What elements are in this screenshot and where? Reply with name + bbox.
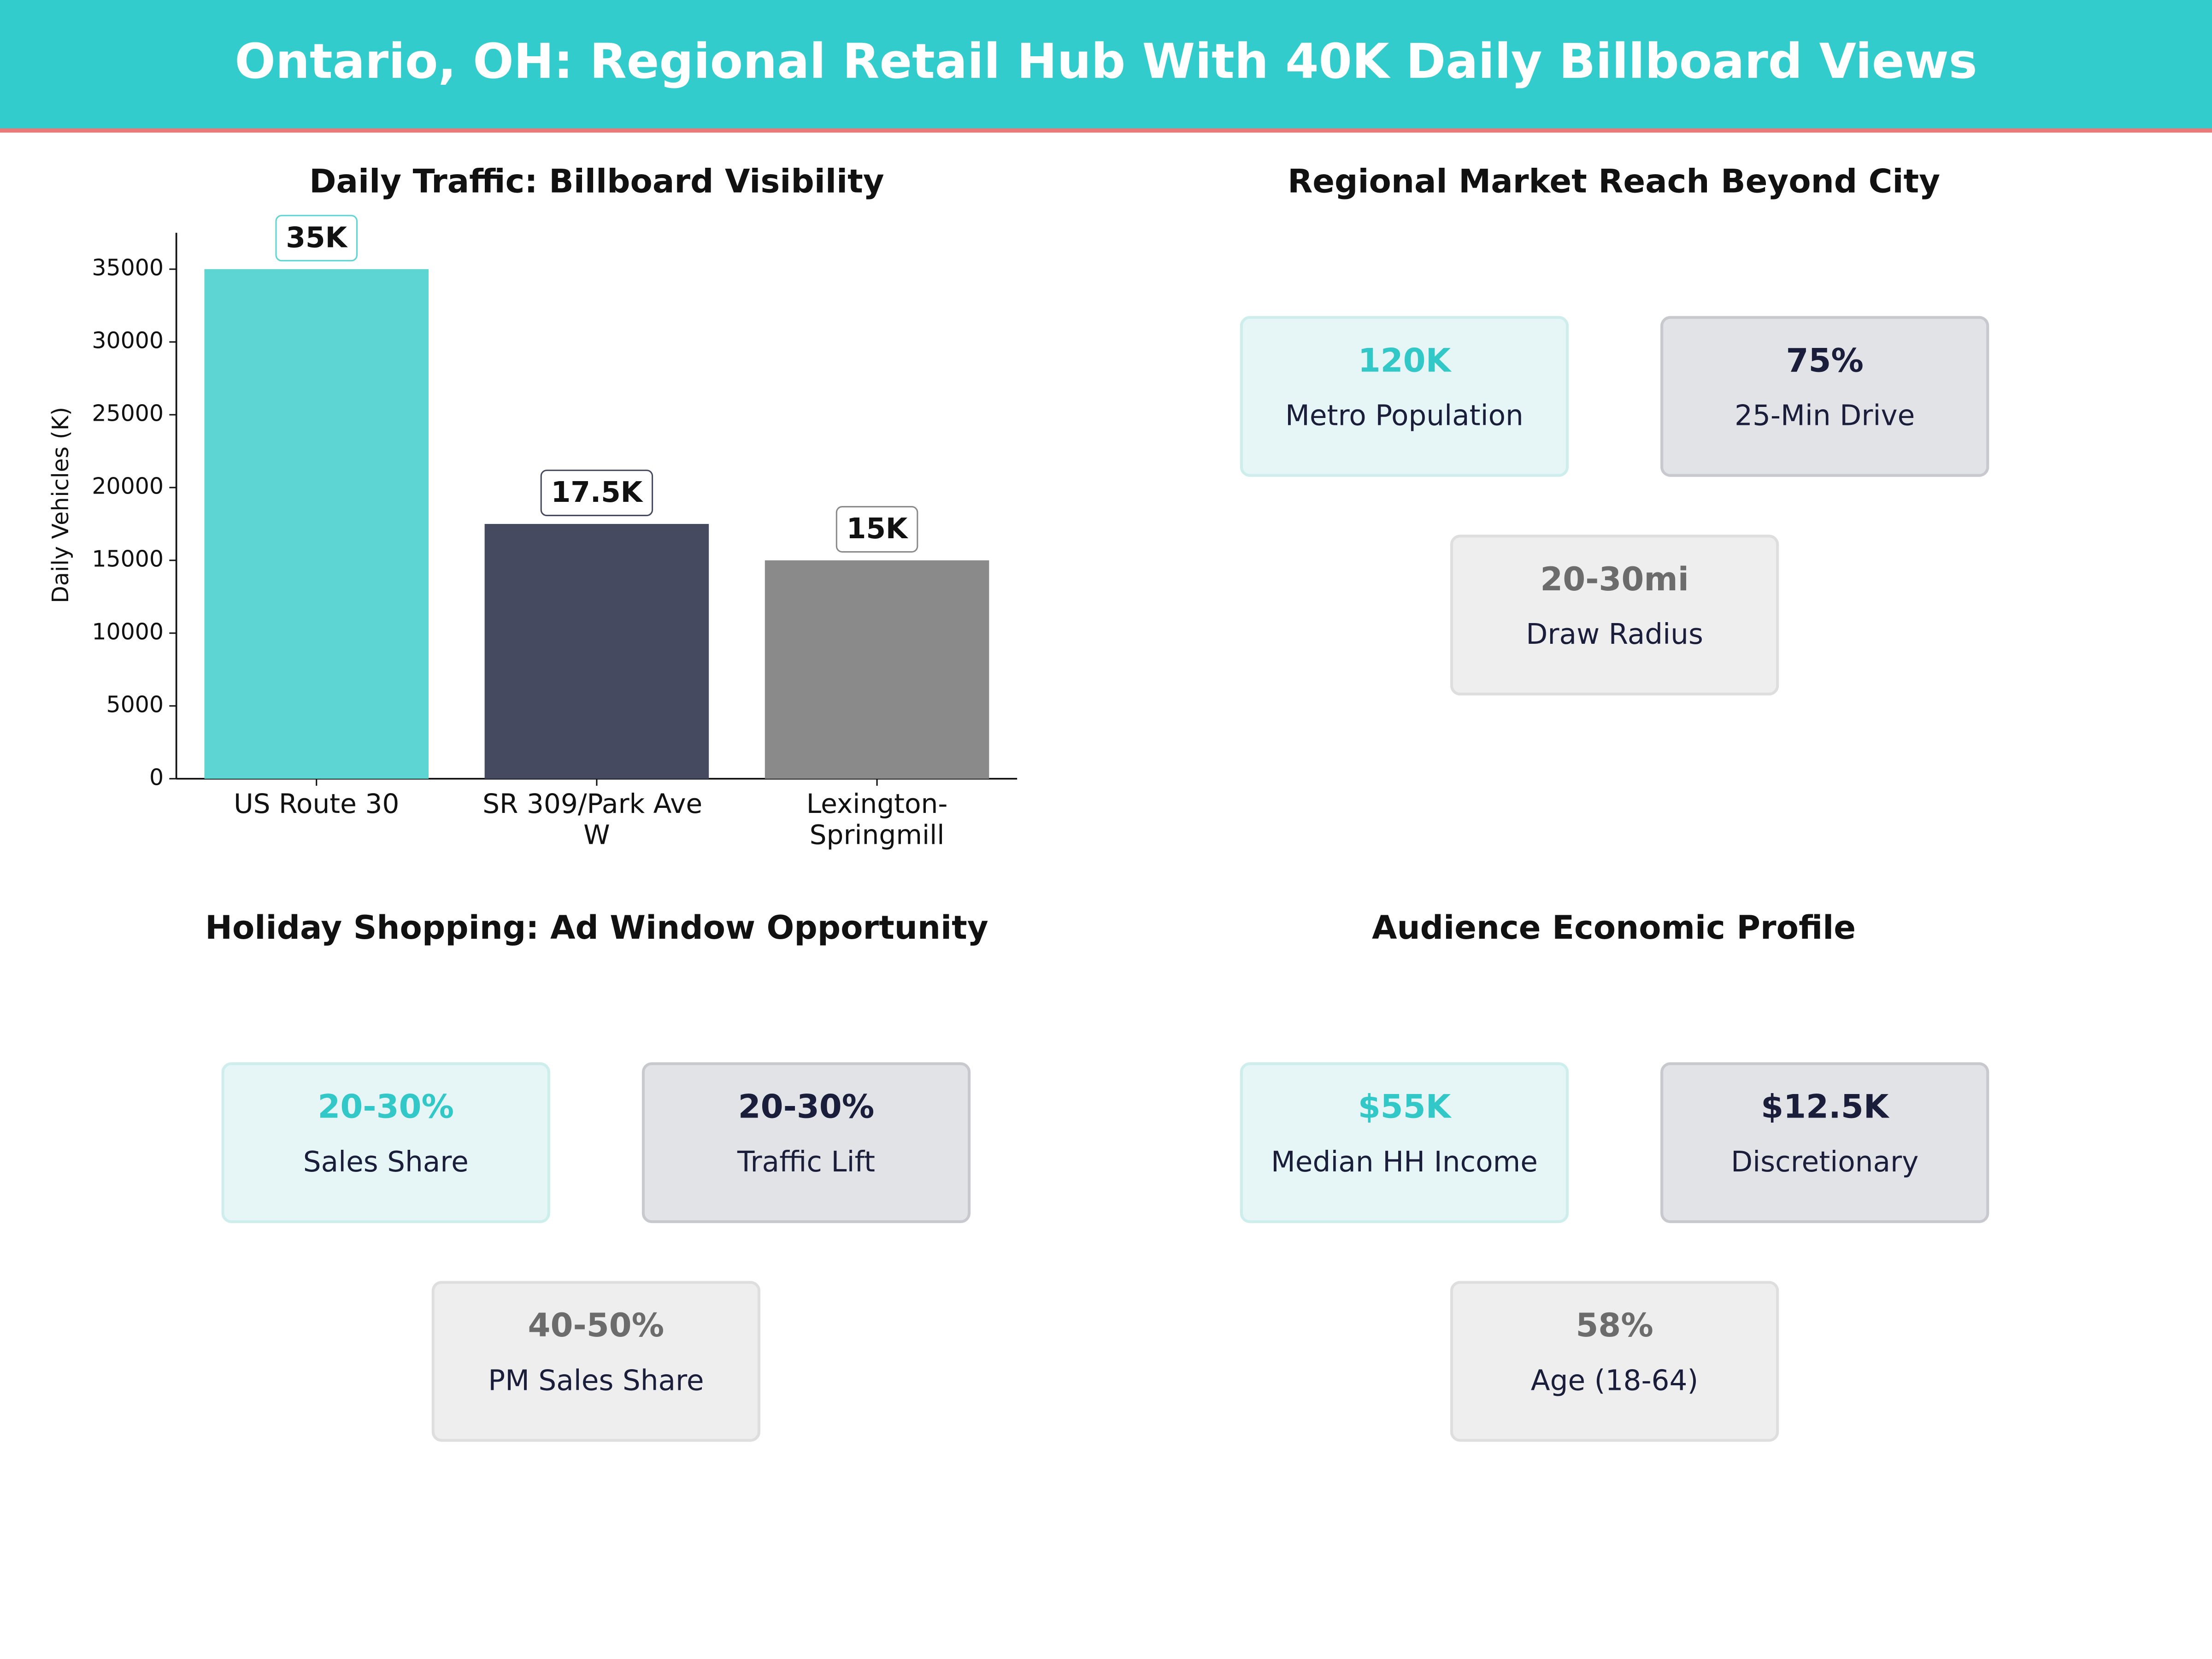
y-tick-label: 5000 xyxy=(106,691,164,718)
kpi-value: $12.5K xyxy=(1761,1088,1890,1126)
value-label-box xyxy=(540,470,653,517)
kpi-label: 25-Min Drive xyxy=(1735,400,1915,432)
kpi-card xyxy=(1450,1281,1779,1442)
kpi-label: Sales Share xyxy=(303,1146,469,1178)
value-label: 17.5K xyxy=(551,476,644,509)
x-tick-label: Lexington-Springmill xyxy=(806,788,948,850)
kpi-label: Discretionary xyxy=(1731,1146,1918,1178)
kpi-label: Traffic Lift xyxy=(737,1146,875,1178)
value-label: 35K xyxy=(286,221,348,254)
panel-title: Regional Market Reach Beyond City xyxy=(1288,162,1940,200)
kpi-value: 120K xyxy=(1358,341,1452,379)
y-tick-label: 10000 xyxy=(92,618,164,645)
header-rule xyxy=(0,128,2212,133)
kpi-card xyxy=(1660,1062,1989,1224)
y-tick-label: 20000 xyxy=(92,473,164,499)
kpi-card xyxy=(431,1281,760,1442)
y-axis-label: Daily Vehicles (K) xyxy=(47,407,74,603)
value-label-box xyxy=(835,506,918,553)
bar xyxy=(204,269,429,779)
kpi-card xyxy=(641,1062,971,1224)
kpi-label: Metro Population xyxy=(1285,400,1524,432)
chart-title: Daily Traffic: Billboard Visibility xyxy=(309,162,884,200)
y-tick-label: 0 xyxy=(149,764,164,790)
bar xyxy=(484,524,709,779)
x-tick-label: US Route 30 xyxy=(234,788,399,819)
value-label-box xyxy=(275,215,358,262)
kpi-card xyxy=(1240,1062,1569,1224)
kpi-value: 58% xyxy=(1576,1306,1653,1344)
kpi-label: Median HH Income xyxy=(1271,1146,1538,1178)
kpi-value: 20-30% xyxy=(738,1088,875,1126)
y-tick-label: 25000 xyxy=(92,400,164,427)
bar xyxy=(765,560,989,779)
x-tick-label: SR 309/Park Ave W xyxy=(482,788,711,850)
header-bar xyxy=(0,0,2212,130)
panel-title: Holiday Shopping: Ad Window Opportunity xyxy=(205,909,988,947)
kpi-value: 20-30% xyxy=(318,1088,454,1126)
kpi-value: 40-50% xyxy=(528,1306,665,1344)
kpi-card xyxy=(1660,316,1989,477)
kpi-card xyxy=(1450,535,1779,696)
value-label: 15K xyxy=(847,512,909,545)
panel-title: Audience Economic Profile xyxy=(1372,909,1856,947)
y-tick-label: 30000 xyxy=(92,328,164,354)
page-title: Ontario, OH: Regional Retail Hub With 40… xyxy=(235,33,1977,89)
y-tick-label: 35000 xyxy=(92,255,164,281)
kpi-label: PM Sales Share xyxy=(488,1365,704,1397)
kpi-value: 75% xyxy=(1786,341,1863,379)
kpi-card xyxy=(1240,316,1569,477)
kpi-label: Draw Radius xyxy=(1526,618,1703,651)
y-tick-label: 15000 xyxy=(92,546,164,572)
kpi-value: $55K xyxy=(1358,1088,1452,1126)
kpi-label: Age (18-64) xyxy=(1531,1365,1699,1397)
kpi-card xyxy=(221,1062,550,1224)
kpi-value: 20-30mi xyxy=(1540,560,1689,598)
